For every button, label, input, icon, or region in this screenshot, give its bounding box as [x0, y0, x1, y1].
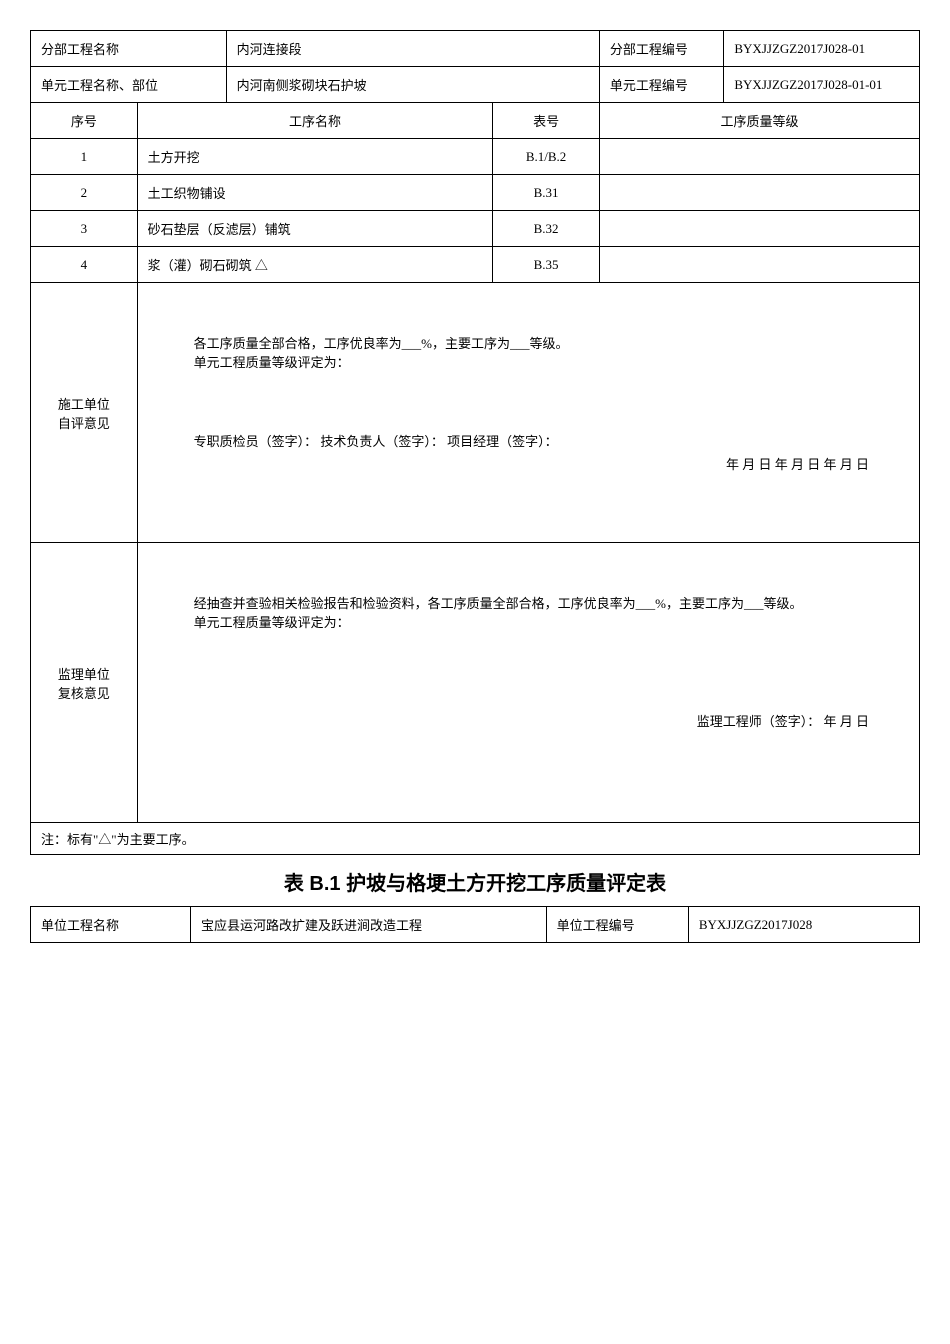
data-row: 2 土工织物铺设 B.31	[31, 175, 920, 211]
subproject-name-label: 分部工程名称	[31, 31, 227, 67]
opinion1-signatures: 专职质检员（签字）： 技术负责人（签字）： 项目经理（签字）：	[168, 431, 889, 450]
construction-opinion-row: 施工单位 自评意见 各工序质量全部合格，工序优良率为___%，主要工序为___等…	[31, 283, 920, 543]
procname-cell: 砂石垫层（反滤层）铺筑	[137, 211, 493, 247]
data-row: 3 砂石垫层（反滤层）铺筑 B.32	[31, 211, 920, 247]
opinion1-dates: 年 月 日 年 月 日 年 月 日	[168, 454, 889, 473]
unit-name-value: 内河南侧浆砌块石护坡	[226, 67, 599, 103]
header-row-1: 分部工程名称 内河连接段 分部工程编号 BYXJJZGZ2017J028-01	[31, 31, 920, 67]
unit-name-label: 单元工程名称、部位	[31, 67, 227, 103]
unit-project-code-value: BYXJJZGZ2017J028	[688, 907, 919, 943]
seq-cell: 2	[31, 175, 138, 211]
seq-cell: 1	[31, 139, 138, 175]
note-row: 注：标有"△"为主要工序。	[31, 823, 920, 855]
tableno-cell: B.1/B.2	[493, 139, 600, 175]
opinion2-line2: 单元工程质量等级评定为：	[168, 612, 889, 631]
note-cell: 注：标有"△"为主要工序。	[31, 823, 920, 855]
opinion1-line2: 单元工程质量等级评定为：	[168, 352, 889, 371]
col-procname: 工序名称	[137, 103, 493, 139]
main-form-table: 分部工程名称 内河连接段 分部工程编号 BYXJJZGZ2017J028-01 …	[30, 30, 920, 855]
seq-cell: 4	[31, 247, 138, 283]
subproject-code-value: BYXJJZGZ2017J028-01	[724, 31, 920, 67]
procname-cell: 土工织物铺设	[137, 175, 493, 211]
procname-cell: 浆（灌）砌石砌筑 △	[137, 247, 493, 283]
opinion2-line1: 经抽查并查验相关检验报告和检验资料，各工序质量全部合格，工序优良率为___%，主…	[168, 593, 889, 612]
tableno-cell: B.31	[493, 175, 600, 211]
data-row: 1 土方开挖 B.1/B.2	[31, 139, 920, 175]
column-header-row: 序号 工序名称 表号 工序质量等级	[31, 103, 920, 139]
grade-cell	[599, 175, 919, 211]
data-row: 4 浆（灌）砌石砌筑 △ B.35	[31, 247, 920, 283]
col-grade: 工序质量等级	[599, 103, 919, 139]
opinion2-signature: 监理工程师（签字）： 年 月 日	[168, 711, 889, 730]
unit-code-value: BYXJJZGZ2017J028-01-01	[724, 67, 920, 103]
tableno-cell: B.35	[493, 247, 600, 283]
seq-cell: 3	[31, 211, 138, 247]
tableno-cell: B.32	[493, 211, 600, 247]
col-tableno: 表号	[493, 103, 600, 139]
supervision-opinion-content: 经抽查并查验相关检验报告和检验资料，各工序质量全部合格，工序优良率为___%，主…	[137, 543, 919, 823]
grade-cell	[599, 211, 919, 247]
unit-code-label: 单元工程编号	[599, 67, 723, 103]
section-title: 表 B.1 护坡与格埂土方开挖工序质量评定表	[30, 867, 920, 896]
opinion1-line1: 各工序质量全部合格，工序优良率为___%，主要工序为___等级。	[168, 333, 889, 352]
grade-cell	[599, 247, 919, 283]
secondary-form-table: 单位工程名称 宝应县运河路改扩建及跃进涧改造工程 单位工程编号 BYXJJZGZ…	[30, 906, 920, 943]
supervision-opinion-row: 监理单位 复核意见 经抽查并查验相关检验报告和检验资料，各工序质量全部合格，工序…	[31, 543, 920, 823]
construction-opinion-content: 各工序质量全部合格，工序优良率为___%，主要工序为___等级。 单元工程质量等…	[137, 283, 919, 543]
procname-cell: 土方开挖	[137, 139, 493, 175]
col-seq: 序号	[31, 103, 138, 139]
construction-opinion-label: 施工单位 自评意见	[31, 283, 138, 543]
subproject-name-value: 内河连接段	[226, 31, 599, 67]
grade-cell	[599, 139, 919, 175]
supervision-opinion-label: 监理单位 复核意见	[31, 543, 138, 823]
unit-project-name-value: 宝应县运河路改扩建及跃进涧改造工程	[191, 907, 547, 943]
header-row-2: 单元工程名称、部位 内河南侧浆砌块石护坡 单元工程编号 BYXJJZGZ2017…	[31, 67, 920, 103]
subproject-code-label: 分部工程编号	[599, 31, 723, 67]
unit-project-name-label: 单位工程名称	[31, 907, 191, 943]
secondary-row: 单位工程名称 宝应县运河路改扩建及跃进涧改造工程 单位工程编号 BYXJJZGZ…	[31, 907, 920, 943]
unit-project-code-label: 单位工程编号	[546, 907, 688, 943]
